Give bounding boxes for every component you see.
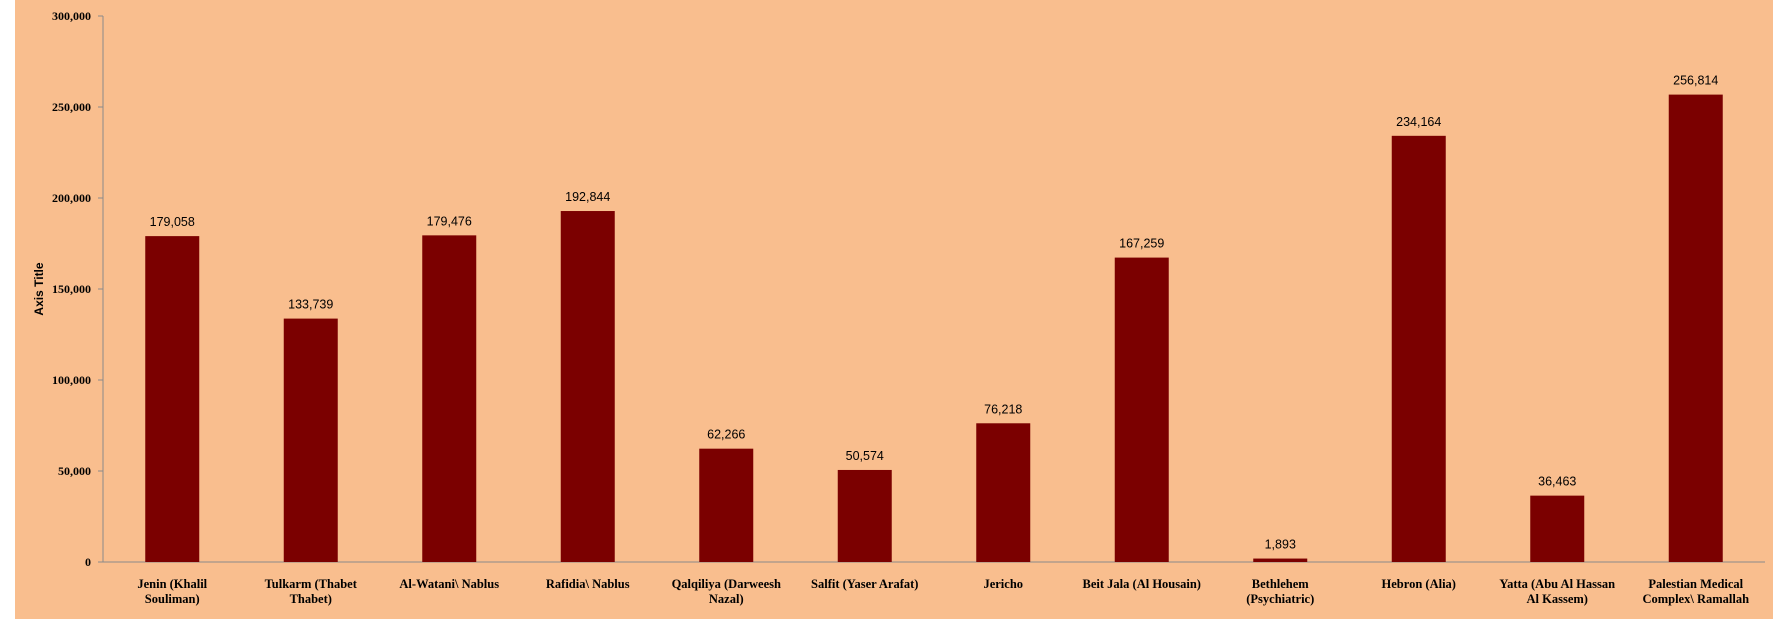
data-label: 36,463: [1538, 475, 1576, 489]
chart-area: 0 50,000 100,000 150,000 200,000 250,000 300,0…: [15, 0, 1773, 619]
bar: [1530, 495, 1585, 562]
y-axis-title: Axis Title: [32, 262, 46, 315]
bars: [145, 94, 1723, 563]
category-label: Souliman): [145, 592, 200, 606]
category-label: Rafidia\ Nablus: [546, 577, 630, 591]
category-label: (Psychiatric): [1246, 592, 1314, 606]
category-label: Palestian Medical: [1648, 577, 1743, 591]
bar: [1391, 135, 1446, 562]
data-label: 192,844: [565, 190, 610, 204]
category-label: Jericho: [983, 577, 1023, 591]
data-label: 1,893: [1265, 538, 1296, 552]
bar: [976, 423, 1031, 562]
bar-chart: 0 50,000 100,000 150,000 200,000 250,000 300,0…: [32, 9, 1765, 606]
y-axis-ticks: 0 50,000 100,000 150,000 200,000 250,000 300,0…: [52, 9, 103, 569]
bar: [699, 448, 754, 562]
data-labels: 179,058 133,739 179,476 192,844 62,266 50,574…: [150, 74, 1719, 552]
y-tick-label: 50,000: [58, 464, 91, 478]
bar: [1253, 558, 1308, 562]
bar: [837, 469, 892, 562]
data-label: 234,164: [1396, 115, 1441, 129]
data-label: 62,266: [707, 428, 745, 442]
data-label: 179,476: [427, 214, 472, 228]
category-label: Yatta (Abu Al Hassan: [1499, 577, 1615, 591]
y-tick-label: 200,000: [52, 191, 91, 205]
y-tick-label: 0: [85, 555, 91, 569]
category-label: Bethlehem: [1252, 577, 1310, 591]
data-label: 256,814: [1673, 74, 1718, 88]
category-label: Qalqiliya (Darweesh: [672, 577, 781, 591]
data-label: 167,259: [1119, 237, 1164, 251]
category-label: Hebron (Alia): [1382, 577, 1456, 591]
data-label: 76,218: [984, 402, 1022, 416]
bar: [145, 236, 200, 562]
category-label: Salfit (Yaser Arafat): [811, 577, 918, 591]
category-label: Al-Watani\ Nablus: [399, 577, 499, 591]
category-label: Complex\ Ramallah: [1642, 592, 1749, 606]
bar: [1668, 94, 1723, 563]
category-label: Al Kassem): [1527, 592, 1588, 606]
y-tick-label: 300,000: [52, 9, 91, 23]
category-label: Thabet): [290, 592, 332, 606]
category-label: Beit Jala (Al Housain): [1083, 577, 1201, 591]
category-label: Nazal): [709, 592, 744, 606]
data-label: 50,574: [846, 449, 884, 463]
bar: [422, 235, 477, 562]
bar: [560, 211, 615, 562]
category-label: Jenin (Khalil: [137, 577, 207, 591]
data-label: 133,739: [288, 298, 333, 312]
data-label: 179,058: [150, 215, 195, 229]
bar: [1114, 257, 1169, 562]
bar: [283, 318, 338, 562]
y-tick-label: 250,000: [52, 100, 91, 114]
category-label: Tulkarm (Thabet: [265, 577, 358, 591]
y-tick-label: 100,000: [52, 373, 91, 387]
y-tick-label: 150,000: [52, 282, 91, 296]
